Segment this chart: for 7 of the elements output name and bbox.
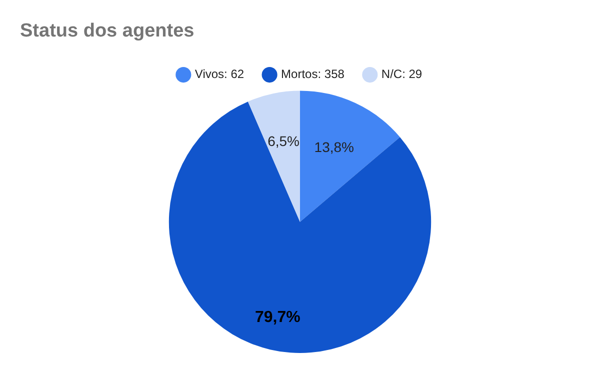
legend-label: Vivos: 62 xyxy=(194,67,244,82)
data-label: 79,7% xyxy=(254,309,300,326)
chart-title: Status dos agentes xyxy=(20,20,194,42)
data-label: 13,8% xyxy=(314,138,354,155)
data-label: 6,5% xyxy=(268,133,300,150)
legend-label: N/C: 29 xyxy=(381,67,422,82)
legend-label: Mortos: 358 xyxy=(281,67,345,82)
